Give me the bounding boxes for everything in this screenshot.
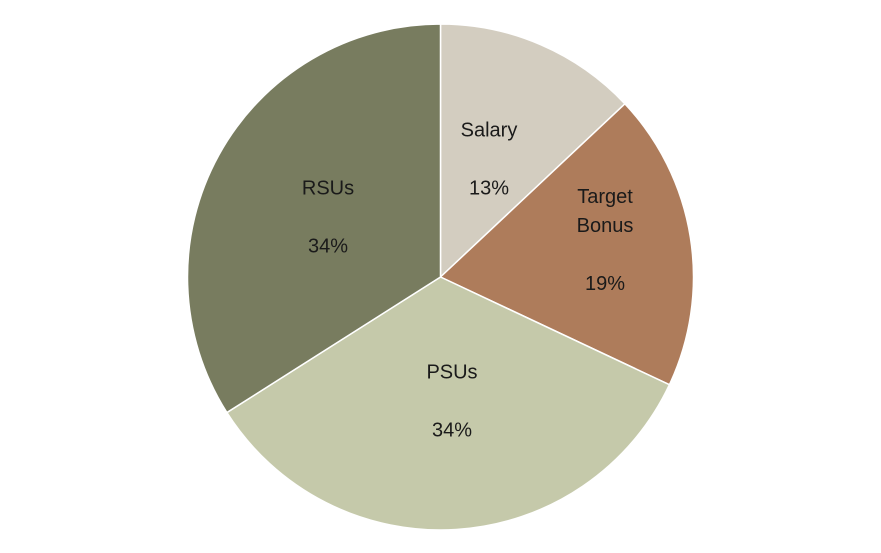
slice-psus <box>225 276 671 531</box>
label-rsus-pct: 34% <box>307 235 349 258</box>
label-bonus-pct: 19% <box>584 273 626 295</box>
slice-rsus <box>186 23 442 414</box>
label-salary-pct: 13% <box>468 177 510 200</box>
label-psus: PSUs 34% <box>426 330 477 475</box>
label-salary-name: Salary <box>460 119 518 142</box>
label-salary: Salary 13% <box>461 88 518 233</box>
slice-target-bonus <box>439 102 695 386</box>
label-psus-name: PSUs <box>426 361 478 384</box>
label-bonus-name: Target Bonus <box>576 186 634 237</box>
label-target-bonus: Target Bonus 19% <box>577 154 634 328</box>
label-rsus: RSUs 34% <box>302 146 354 291</box>
label-rsus-name: RSUs <box>301 177 355 200</box>
label-psus-pct: 34% <box>431 419 473 442</box>
slice-salary <box>439 23 626 279</box>
